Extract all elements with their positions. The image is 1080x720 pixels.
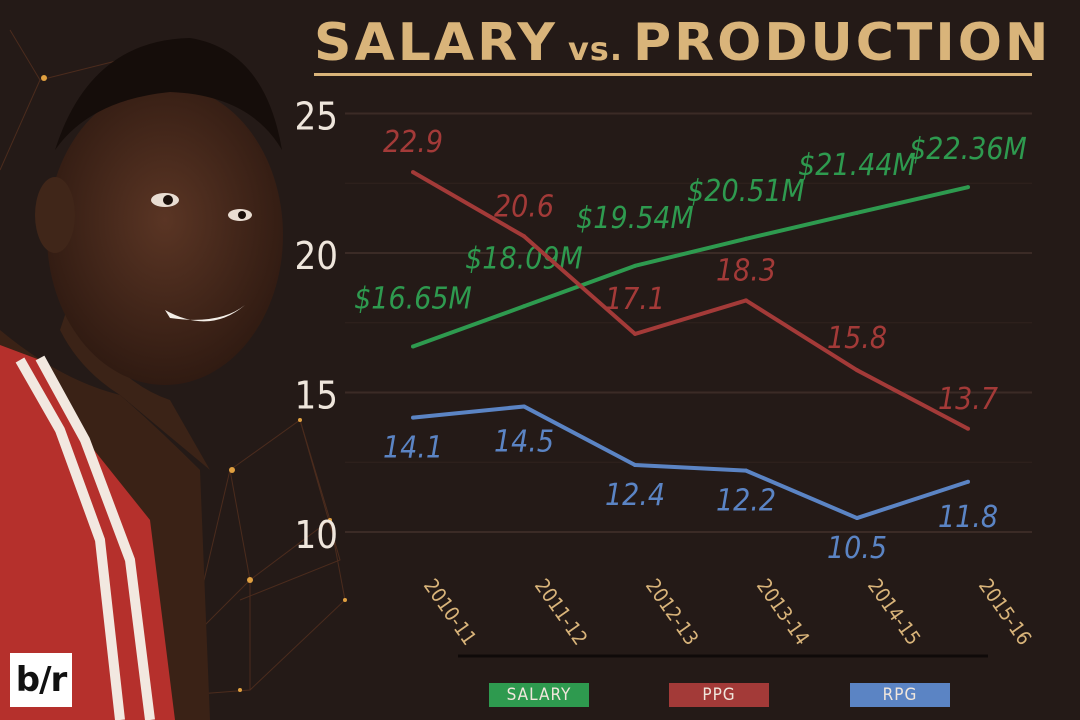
data-point-rpg-2015-16 (966, 479, 970, 484)
data-label-ppg-2012-13: 17.1 (605, 282, 665, 317)
data-point-salary-2013-14 (744, 236, 748, 241)
data-point-rpg-2013-14 (744, 468, 748, 473)
data-point-salary-2015-16 (966, 185, 970, 190)
series-line-rpg (412, 404, 969, 521)
data-point-ppg-2013-14 (744, 298, 748, 303)
data-label-ppg-2014-15: 15.8 (827, 321, 887, 356)
series-line-salary (412, 185, 969, 349)
page-title: SALARY vs. PRODUCTION (314, 12, 1048, 74)
data-point-ppg-2012-13 (633, 331, 637, 336)
data-point-rpg-2012-13 (633, 463, 637, 468)
data-label-salary-2010-11: $16.65M (354, 281, 472, 316)
data-point-rpg-2011-12 (522, 404, 526, 409)
x-tick-2014-15: 2014-15 (863, 574, 926, 649)
title-vs: vs. (567, 30, 623, 68)
y-tick-15: 15 (295, 374, 339, 418)
series-line-ppg (411, 170, 969, 431)
data-point-rpg-2014-15 (855, 516, 859, 521)
x-tick-2011-12: 2011-12 (530, 574, 593, 649)
data-label-ppg-2011-12: 20.6 (494, 189, 554, 224)
data-label-rpg-2014-15: 10.5 (827, 531, 887, 566)
data-point-ppg-2011-12 (522, 234, 526, 239)
player-head (47, 85, 283, 385)
y-tick-10: 10 (295, 513, 339, 557)
title-sub: PRODUCTION (633, 13, 1052, 73)
player-ear (35, 177, 75, 253)
data-label-ppg-2010-11: 22.9 (383, 125, 443, 160)
legend-salary: SALARY (489, 683, 589, 707)
data-label-ppg-2015-16: 13.7 (938, 382, 998, 417)
data-label-rpg-2013-14: 12.2 (716, 484, 776, 519)
player-photo (0, 38, 283, 720)
data-label-rpg-2011-12: 14.5 (494, 424, 554, 459)
br-logo: b/r (10, 653, 72, 707)
jersey-stripes (15, 355, 155, 720)
data-point-ppg-2010-11 (411, 170, 415, 175)
data-point-salary-2010-11 (411, 344, 415, 349)
data-label-rpg-2015-16: 11.8 (938, 500, 998, 535)
x-tick-2013-14: 2013-14 (752, 574, 815, 649)
y-tick-25: 25 (295, 95, 339, 139)
x-tick-2010-11: 2010-11 (419, 574, 482, 649)
network-dots (41, 75, 347, 692)
title-underline (314, 73, 1032, 76)
legend-ppg: PPG (669, 683, 769, 707)
y-tick-20: 20 (295, 234, 339, 278)
data-point-salary-2014-15 (855, 210, 859, 215)
data-label-rpg-2010-11: 14.1 (383, 431, 443, 466)
player-neck (60, 300, 210, 470)
data-label-salary-2013-14: $20.51M (687, 174, 805, 209)
legend-rpg: RPG (850, 683, 950, 707)
data-point-ppg-2014-15 (855, 368, 859, 373)
data-label-salary-2012-13: $19.54M (576, 201, 694, 236)
jersey (0, 345, 175, 720)
data-point-rpg-2010-11 (411, 415, 415, 420)
x-tick-2012-13: 2012-13 (641, 574, 704, 649)
data-label-ppg-2013-14: 18.3 (716, 253, 776, 288)
data-label-salary-2014-15: $21.44M (798, 148, 916, 183)
data-point-salary-2011-12 (522, 304, 526, 309)
data-point-salary-2012-13 (633, 263, 637, 268)
data-label-rpg-2012-13: 12.4 (605, 478, 665, 513)
player-hair (55, 38, 282, 150)
x-tick-2015-16: 2015-16 (974, 574, 1037, 649)
title-main: SALARY (314, 13, 558, 73)
data-label-salary-2015-16: $22.36M (909, 132, 1027, 167)
data-point-ppg-2015-16 (966, 426, 970, 431)
player-smile (165, 305, 245, 322)
